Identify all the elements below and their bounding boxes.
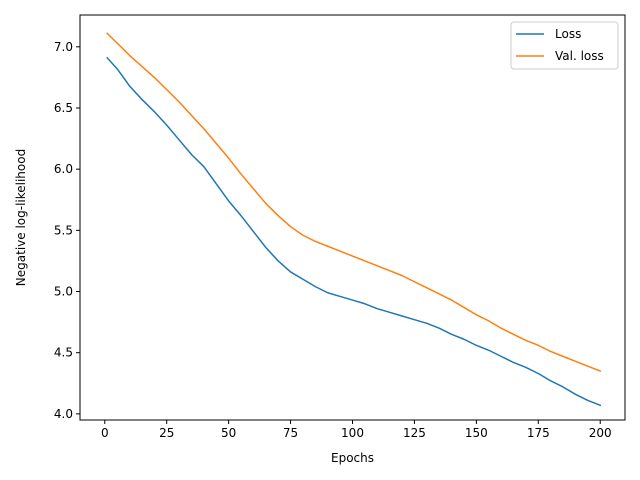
x-axis-ticks: 0 25 50 75 100 125 150 175 200 <box>101 420 612 440</box>
x-tick-label: 0 <box>101 426 109 440</box>
x-tick-label: 175 <box>527 426 550 440</box>
x-tick-label: 25 <box>159 426 174 440</box>
series-lines <box>106 32 602 407</box>
y-tick-label: 4.5 <box>54 346 73 360</box>
legend: Loss Val. loss <box>510 21 619 70</box>
x-tick-label: 125 <box>403 426 426 440</box>
y-tick-label: 7.0 <box>54 40 73 54</box>
y-tick-label: 6.5 <box>54 101 73 115</box>
x-axis-label: Epochs <box>331 451 374 465</box>
series-line-val-loss <box>106 32 602 373</box>
legend-label-val-loss: Val. loss <box>555 49 604 63</box>
x-tick-label: 75 <box>283 426 298 440</box>
y-tick-label: 4.0 <box>54 407 73 421</box>
y-tick-label: 5.5 <box>54 223 73 237</box>
y-tick-label: 5.0 <box>54 285 73 299</box>
series-line-loss <box>106 56 602 407</box>
y-tick-label: 6.0 <box>54 162 73 176</box>
legend-label-loss: Loss <box>555 27 581 41</box>
y-axis-ticks: 4.0 4.5 5.0 5.5 6.0 6.5 7.0 <box>54 40 80 421</box>
x-tick-label: 200 <box>589 426 612 440</box>
y-axis-label: Negative log-likelihood <box>14 149 28 286</box>
x-tick-label: 50 <box>221 426 236 440</box>
x-tick-label: 100 <box>341 426 364 440</box>
plot-area-frame <box>79 14 626 421</box>
x-tick-label: 150 <box>465 426 488 440</box>
